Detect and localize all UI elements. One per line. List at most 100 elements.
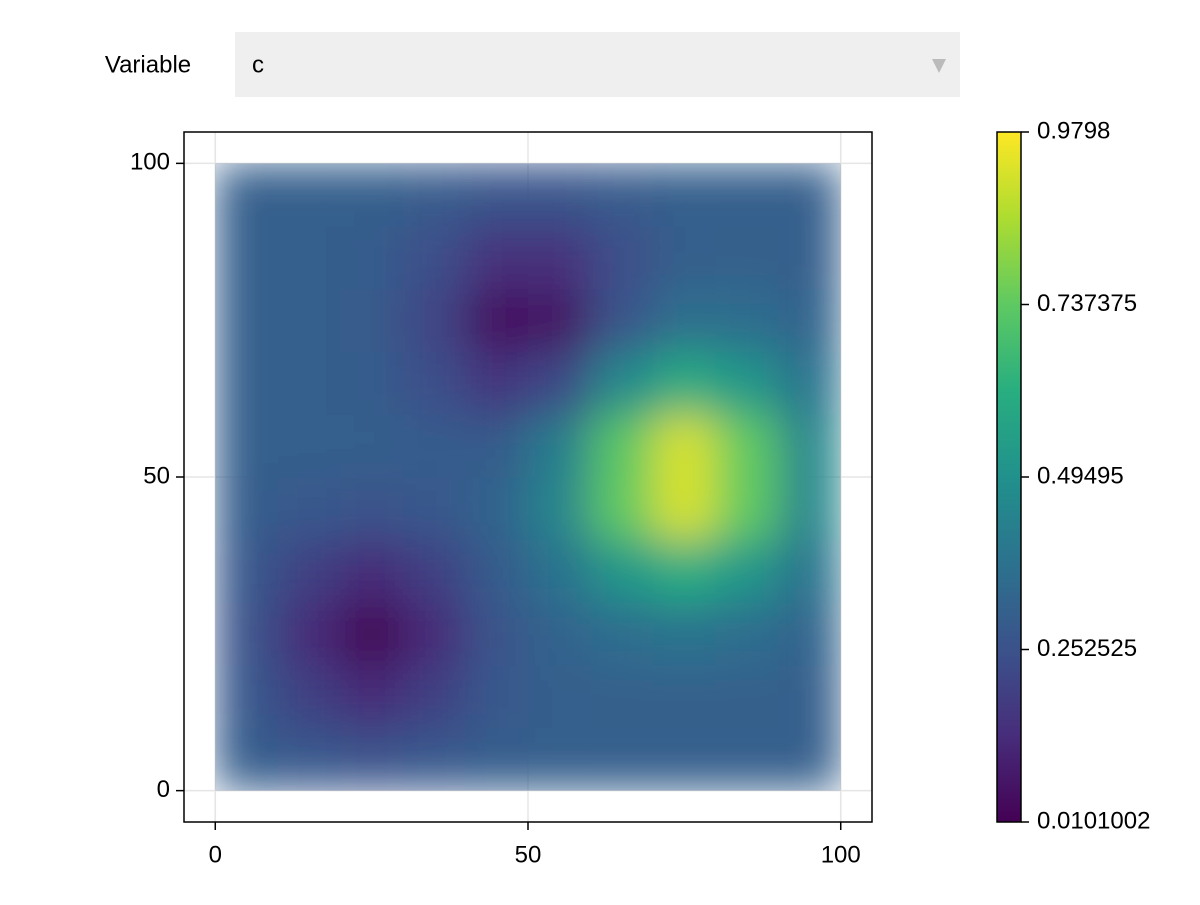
colorbar <box>996 131 1022 823</box>
dropdown-arrow[interactable] <box>932 59 946 73</box>
heatmap-cell <box>402 351 466 415</box>
heatmap-cell <box>653 727 717 791</box>
heatmap-cell <box>277 665 341 729</box>
heatmap-cell <box>528 665 592 729</box>
heatmap-cell <box>528 414 592 478</box>
heatmap-cell <box>402 602 466 666</box>
colorbar-tick-label: 0.9798 <box>1037 117 1110 144</box>
heatmap-cell <box>402 539 466 603</box>
heatmap-cell <box>528 226 592 290</box>
heatmap-cell <box>465 665 529 729</box>
heatmap-cell <box>277 477 341 541</box>
heatmap-cell <box>402 163 466 227</box>
heatmap-cell <box>277 727 341 791</box>
heatmap-cell <box>653 414 717 478</box>
heatmap-cell <box>653 665 717 729</box>
heatmap-cell <box>653 351 717 415</box>
heatmap-cell <box>590 727 654 791</box>
heatmap-cell <box>465 351 529 415</box>
heatmap-cell <box>340 288 404 353</box>
heatmap-cell <box>340 226 404 290</box>
heatmap-cell <box>778 602 841 666</box>
heatmap-cell <box>715 226 779 290</box>
dropdown-box[interactable] <box>235 32 960 97</box>
heatmap-cell <box>465 602 529 666</box>
heatmap-cell <box>528 539 592 603</box>
y-tick-label: 100 <box>130 149 170 176</box>
heatmap-cell <box>277 163 341 227</box>
colorbar-tick-label: 0.0101002 <box>1037 807 1150 834</box>
heatmap-cell <box>590 226 654 290</box>
heatmap-cell <box>653 163 717 227</box>
heatmap-cell <box>715 351 779 415</box>
heatmap-cell <box>653 477 717 541</box>
heatmap-cell <box>715 477 779 541</box>
heatmap-cell <box>465 414 529 478</box>
heatmap-cell <box>528 351 592 415</box>
heatmap-cell <box>340 727 404 791</box>
heatmap-cell <box>215 288 279 353</box>
heatmap-cell <box>778 288 841 353</box>
heatmap-cell <box>277 226 341 290</box>
heatmap-cell <box>778 665 841 729</box>
heatmap-cell <box>715 602 779 666</box>
dropdown[interactable]: c <box>235 32 960 97</box>
dropdown-selected[interactable]: c <box>252 51 264 78</box>
colorbar-tick-label: 0.737375 <box>1037 290 1137 317</box>
heatmap-cell <box>465 539 529 603</box>
heatmap-cell <box>215 226 279 290</box>
x-tick-label: 0 <box>209 841 222 868</box>
heatmap-cell <box>715 414 779 478</box>
heatmap-cell <box>653 602 717 666</box>
heatmap-cell <box>215 665 279 729</box>
heatmap-cell <box>715 539 779 603</box>
heatmap-cell <box>277 602 341 666</box>
heatmap-cell <box>778 727 841 791</box>
heatmap-cell <box>778 477 841 541</box>
heatmap-cell <box>340 163 404 227</box>
heatmap-cell <box>528 477 592 541</box>
heatmap-cell <box>340 414 404 478</box>
heatmap-cell <box>590 665 654 729</box>
heatmap-cell <box>778 351 841 415</box>
heatmap-cell <box>528 727 592 791</box>
heatmap-cell <box>215 539 279 603</box>
heatmap-cell <box>465 163 529 227</box>
heatmap-cell <box>277 539 341 603</box>
heatmap-cell <box>215 414 279 478</box>
x-tick-label: 100 <box>821 841 861 868</box>
heatmap-cell <box>215 727 279 791</box>
y-tick-label: 50 <box>143 462 170 489</box>
heatmap-cells <box>215 163 841 791</box>
heatmap-cell <box>778 414 841 478</box>
heatmap-cell <box>465 727 529 791</box>
heatmap-cell <box>653 288 717 353</box>
heatmap-cell <box>590 477 654 541</box>
heatmap-cell <box>277 288 341 353</box>
heatmap-cell <box>215 351 279 415</box>
heatmap-cell <box>340 665 404 729</box>
heatmap-cell <box>215 477 279 541</box>
heatmap-cell <box>715 163 779 227</box>
menu-label: Variable <box>105 51 191 78</box>
heatmap-cell <box>340 351 404 415</box>
heatmap-cell <box>653 226 717 290</box>
heatmap-cell <box>590 163 654 227</box>
heatmap-cell <box>590 288 654 353</box>
heatmap-cell <box>340 477 404 541</box>
heatmap-cell <box>528 288 592 353</box>
heatmap-cell <box>715 665 779 729</box>
heatmap-cell <box>402 477 466 541</box>
heatmap-cell <box>590 539 654 603</box>
heatmap-cell <box>465 226 529 290</box>
y-tick-label: 0 <box>157 776 170 803</box>
heatmap-cell <box>528 163 592 227</box>
heatmap-cell <box>465 288 529 353</box>
heatmap-cell <box>778 226 841 290</box>
heatmap <box>215 163 841 791</box>
colorbar-tick-label: 0.49495 <box>1037 462 1124 489</box>
heatmap-cell <box>465 477 529 541</box>
heatmap-cell <box>215 602 279 666</box>
x-tick-label: 50 <box>515 841 542 868</box>
